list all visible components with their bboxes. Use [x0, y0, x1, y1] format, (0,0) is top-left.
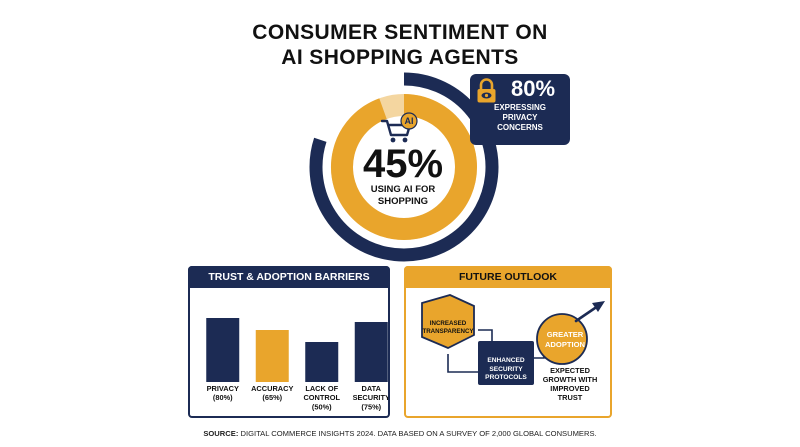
privacy-label: EXPRESSING PRIVACY CONCERNS — [472, 103, 568, 133]
privacy-percentage: 80% — [510, 76, 556, 101]
source-label: SOURCE: — [203, 429, 239, 438]
bar — [354, 322, 388, 382]
privacy-callout — [470, 74, 570, 145]
title-line-2: AI SHOPPING AGENTS — [281, 46, 519, 69]
bar — [255, 330, 289, 382]
security-square — [478, 341, 534, 385]
transparency-label-line-1: INCREASED — [429, 320, 467, 327]
page-title: CONSUMER SENTIMENT ON AI SHOPPING AGENTS — [0, 20, 800, 70]
growth-note-line-1: EXPECTED — [550, 366, 590, 375]
transparency-label-line-2: TRANSPARENCY — [422, 328, 474, 335]
outlook-panel-header: FUTURE OUTLOOK — [404, 266, 612, 288]
bar-category-label: DATA — [362, 384, 382, 393]
security-label-line-3: PROTOCOLS — [485, 374, 527, 381]
ai-usage-label: USING AI FOR SHOPPING — [343, 184, 463, 207]
ai-shopping-cart-icon: AI — [380, 112, 418, 143]
title-line-1: CONSUMER SENTIMENT ON — [252, 21, 548, 44]
security-label-line-1: ENHANCED — [487, 357, 525, 364]
adoption-label-line-1: GREATER — [546, 330, 584, 339]
growth-arrow-icon — [574, 301, 605, 323]
privacy-ring-arc — [309, 72, 499, 262]
growth-note-line-3: IMPROVED — [550, 384, 590, 393]
bar-category-label: SECURITY — [353, 393, 388, 402]
barriers-panel-header: TRUST & ADOPTION BARRIERS — [188, 266, 390, 288]
bar-category-label: ACCURACY — [251, 384, 293, 393]
bar-category-label: (80%) — [213, 393, 233, 402]
bar — [305, 342, 339, 382]
growth-note-line-2: GROWTH WITH — [542, 375, 598, 384]
bar-category-label: (75%) — [361, 402, 381, 411]
barriers-bar-chart: PRIVACY(80%)ACCURACY(65%)LACK OFCONTROL(… — [206, 318, 388, 411]
ai-usage-percentage: 45% — [362, 142, 444, 186]
cart-badge-text: AI — [405, 116, 414, 126]
bar-category-label: LACK OF — [305, 384, 338, 393]
sentiment-donut — [309, 72, 499, 262]
ai-usage-label-line-1: USING AI FOR — [370, 184, 436, 195]
adoption-circle — [536, 313, 588, 365]
ai-usage-ring-arc — [331, 94, 477, 240]
privacy-label-line-3: CONCERNS — [497, 123, 543, 132]
transparency-label: INCREASED TRANSPARENCY — [419, 320, 477, 336]
privacy-label-line-2: PRIVACY — [502, 113, 538, 122]
ring-center — [355, 118, 453, 216]
source-note: SOURCE: DIGITAL COMMERCE INSIGHTS 2024. … — [0, 429, 800, 439]
ai-usage-label-line-2: SHOPPING — [377, 195, 429, 207]
lock-icon — [477, 78, 496, 103]
growth-note: EXPECTED GROWTH WITH IMPROVED TRUST — [538, 366, 602, 402]
security-label: ENHANCED SECURITY PROTOCOLS — [478, 357, 534, 383]
adoption-label-line-2: ADOPTION — [544, 339, 586, 349]
outlook-flow-diagram — [421, 294, 605, 385]
bar — [206, 318, 240, 382]
growth-note-line-4: TRUST — [557, 393, 583, 402]
transparency-hexagon — [421, 294, 475, 349]
bar-category-label: CONTROL — [303, 393, 340, 402]
bar-category-label: PRIVACY — [207, 384, 239, 393]
security-label-line-2: SECURITY — [489, 365, 523, 373]
flow-connector — [447, 354, 478, 373]
source-text: DIGITAL COMMERCE INSIGHTS 2024. DATA BAS… — [240, 429, 597, 438]
privacy-label-line-1: EXPRESSING — [493, 103, 546, 112]
bar-category-label: (50%) — [312, 402, 332, 411]
adoption-label: GREATER ADOPTION — [538, 330, 592, 349]
bar-category-label: (65%) — [262, 393, 282, 402]
